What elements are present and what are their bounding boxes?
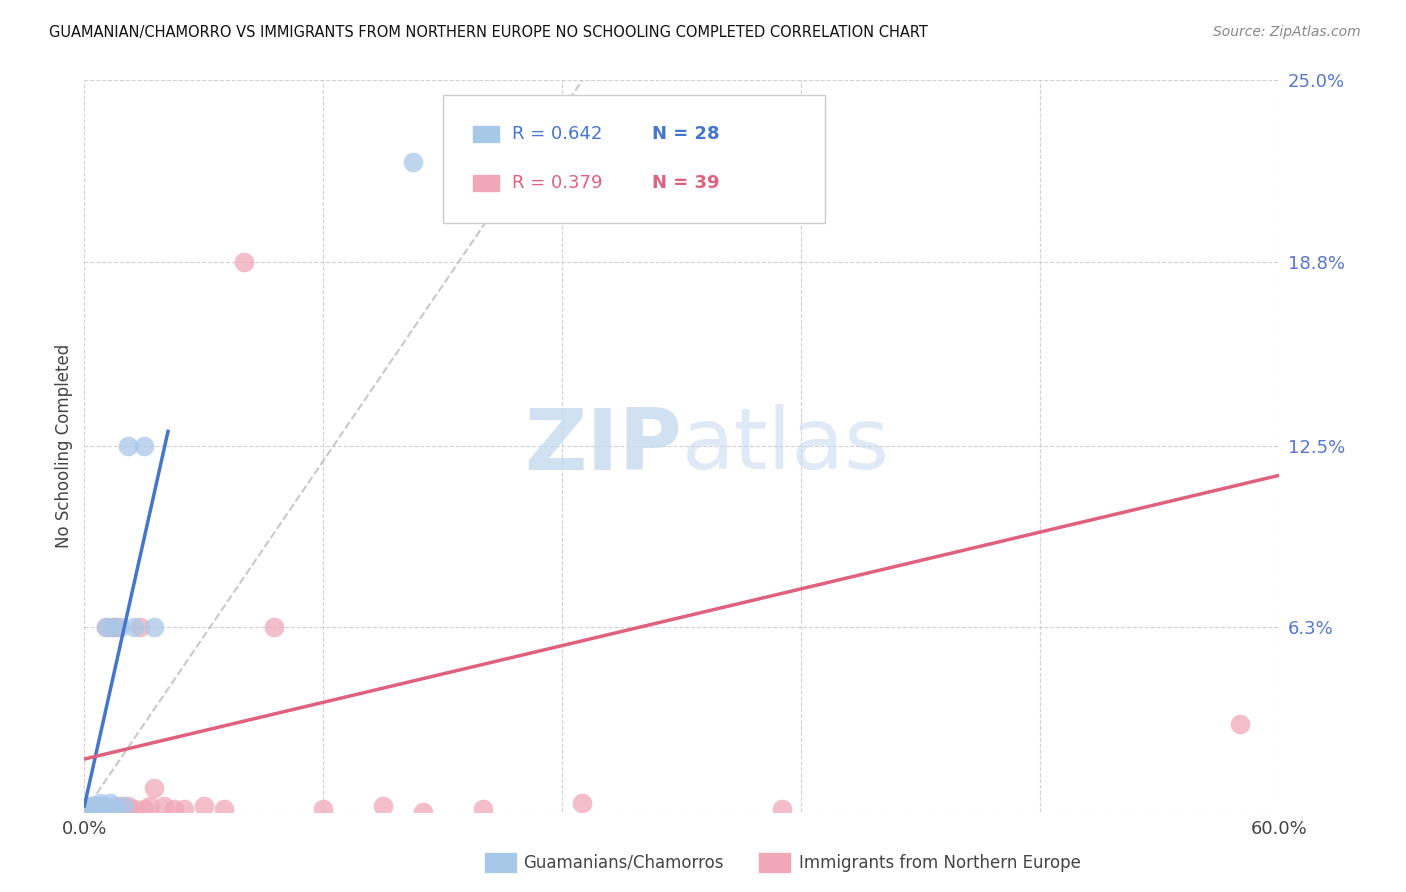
Text: N = 28: N = 28: [652, 125, 720, 143]
Point: [73, 805, 96, 819]
Point: [110, 798, 132, 813]
Point: [122, 802, 145, 816]
Point: [110, 620, 132, 634]
Point: [83, 798, 105, 813]
Point: [571, 796, 593, 810]
Point: [89, 802, 111, 816]
Text: GUAMANIAN/CHAMORRO VS IMMIGRANTS FROM NORTHERN EUROPE NO SCHOOLING COMPLETED COR: GUAMANIAN/CHAMORRO VS IMMIGRANTS FROM NO…: [49, 25, 928, 40]
Point: [87, 798, 110, 813]
Point: [79, 798, 101, 813]
Point: [77, 802, 100, 816]
FancyBboxPatch shape: [443, 95, 825, 223]
Point: [75, 802, 97, 816]
Text: N = 39: N = 39: [652, 174, 720, 192]
Point: [86, 802, 108, 816]
Point: [312, 802, 335, 816]
Point: [103, 620, 125, 634]
Point: [263, 620, 285, 634]
Point: [91, 798, 114, 813]
Point: [83, 802, 105, 816]
Point: [402, 155, 425, 169]
Point: [112, 802, 135, 816]
Point: [412, 805, 434, 819]
Point: [143, 781, 166, 796]
Point: [89, 796, 111, 810]
Point: [93, 802, 115, 816]
Point: [153, 798, 176, 813]
Point: [770, 802, 793, 816]
Y-axis label: No Schooling Completed: No Schooling Completed: [55, 344, 73, 548]
Point: [232, 254, 254, 268]
Text: atlas: atlas: [682, 404, 890, 488]
Point: [82, 802, 104, 816]
Point: [87, 798, 110, 813]
Point: [83, 805, 105, 819]
Point: [193, 798, 215, 813]
Point: [139, 798, 162, 813]
Point: [471, 802, 494, 816]
Point: [212, 802, 235, 816]
Point: [91, 802, 114, 816]
Point: [75, 802, 97, 816]
Point: [112, 798, 135, 813]
Point: [98, 796, 121, 810]
Point: [105, 802, 128, 816]
Point: [73, 805, 96, 819]
Point: [103, 798, 125, 813]
Point: [96, 620, 118, 634]
Point: [86, 802, 108, 816]
Text: Guamanians/Chamorros: Guamanians/Chamorros: [523, 854, 724, 871]
FancyBboxPatch shape: [472, 126, 499, 142]
Text: ZIP: ZIP: [524, 404, 682, 488]
Point: [163, 802, 186, 816]
Point: [143, 620, 166, 634]
Point: [117, 439, 139, 453]
Point: [79, 802, 101, 816]
Text: Immigrants from Northern Europe: Immigrants from Northern Europe: [799, 854, 1080, 871]
Text: Source: ZipAtlas.com: Source: ZipAtlas.com: [1213, 25, 1361, 39]
Point: [117, 798, 139, 813]
Point: [77, 805, 100, 819]
Point: [101, 620, 124, 634]
Point: [98, 802, 121, 816]
Point: [132, 802, 156, 816]
Point: [173, 802, 195, 816]
Point: [93, 798, 115, 813]
Point: [105, 620, 128, 634]
Point: [97, 802, 120, 816]
Point: [97, 802, 120, 816]
Text: R = 0.379: R = 0.379: [512, 174, 603, 192]
Point: [373, 798, 395, 813]
Point: [129, 620, 152, 634]
Point: [1229, 717, 1251, 731]
Point: [75, 805, 97, 819]
Point: [82, 805, 104, 819]
Point: [79, 802, 101, 816]
Point: [96, 620, 118, 634]
FancyBboxPatch shape: [472, 175, 499, 191]
Text: R = 0.642: R = 0.642: [512, 125, 603, 143]
Point: [132, 439, 156, 453]
Point: [77, 805, 100, 819]
Point: [82, 798, 104, 813]
Point: [122, 620, 145, 634]
